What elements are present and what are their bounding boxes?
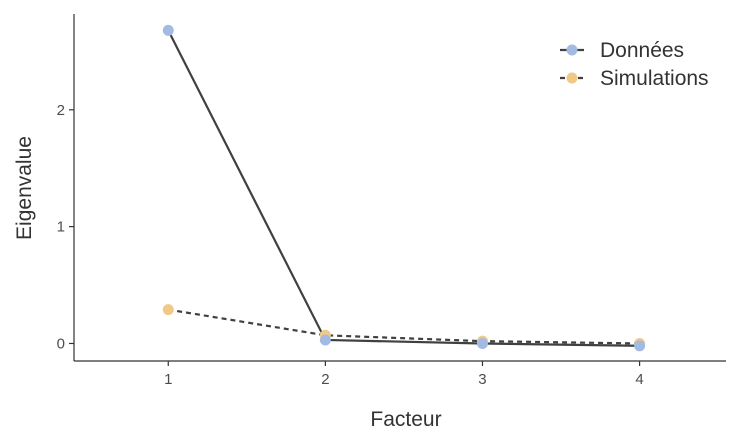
data-point-donnees — [476, 337, 488, 349]
axes: 0 1 2 1 2 3 4 — [57, 14, 726, 388]
x-tick-label: 1 — [164, 371, 172, 388]
legend-key-point — [566, 44, 578, 56]
series-line-donnees — [167, 29, 640, 347]
series-points — [162, 24, 646, 352]
x-tick-label: 3 — [478, 371, 486, 388]
y-tick-label: 0 — [57, 335, 65, 352]
legend-label: Données — [600, 39, 684, 62]
data-point-donnees — [319, 334, 331, 346]
legend-key-point — [566, 72, 578, 84]
x-axis-title: Facteur — [370, 408, 441, 431]
x-tick-label: 4 — [635, 371, 643, 388]
legend-label: Simulations — [600, 67, 709, 90]
y-axis-title: Eigenvalue — [13, 136, 36, 240]
series-lines — [167, 29, 640, 347]
data-point-simulations — [162, 304, 174, 316]
series-line-simulations — [168, 308, 640, 345]
data-point-donnees — [634, 340, 646, 352]
y-tick-label: 1 — [57, 219, 65, 236]
y-tick-label: 2 — [57, 102, 65, 119]
data-point-donnees — [162, 24, 174, 36]
x-tick-label: 2 — [321, 371, 329, 388]
legend: Données Simulations — [560, 39, 709, 90]
